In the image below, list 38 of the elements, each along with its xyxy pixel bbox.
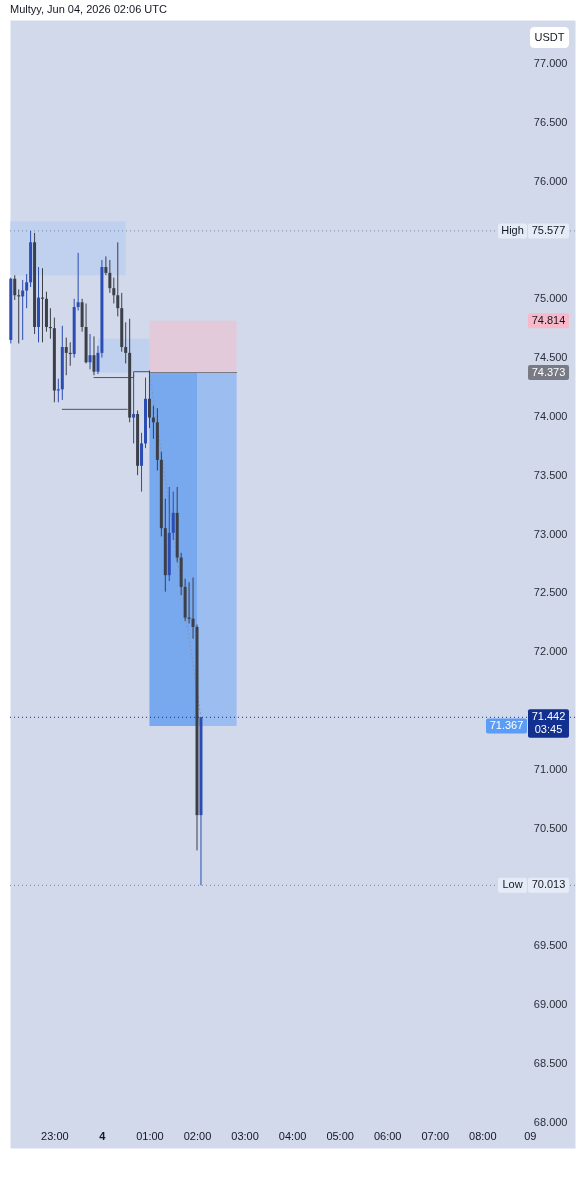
ref-line-label: 70.013 bbox=[531, 878, 566, 891]
ref-line-label: 71.442 bbox=[531, 710, 566, 723]
y-tick-label: 72.500 bbox=[533, 586, 568, 599]
y-tick-label: 73.500 bbox=[533, 468, 568, 481]
y-tick-label: 69.000 bbox=[533, 998, 568, 1010]
annotation: 03:45 bbox=[534, 723, 563, 736]
annotation: 74.814 bbox=[531, 313, 566, 326]
y-axis-title: USDT bbox=[534, 30, 565, 43]
ref-line-label: 75.577 bbox=[531, 223, 566, 236]
y-tick-label: 68.500 bbox=[533, 1056, 568, 1069]
chart-title: Multyy, Jun 04, 2026 02:06 UTC bbox=[10, 3, 167, 15]
y-tick-label: 69.500 bbox=[533, 939, 568, 952]
x-tick-label: 08:00 bbox=[469, 1129, 497, 1142]
annotation: 74.373 bbox=[531, 365, 566, 378]
y-tick-label: 68.000 bbox=[533, 1115, 568, 1128]
x-tick-label: 06:00 bbox=[373, 1129, 402, 1142]
annotation: High bbox=[501, 223, 524, 236]
y-tick-label: 73.000 bbox=[533, 527, 568, 540]
y-tick-label: 76.500 bbox=[533, 115, 568, 128]
y-tick-label: 77.000 bbox=[533, 57, 568, 70]
x-tick-label: 09 bbox=[524, 1129, 537, 1142]
y-tick-label: 72.000 bbox=[533, 645, 568, 658]
y-tick-label: 74.000 bbox=[533, 409, 568, 422]
x-tick-label: 01:00 bbox=[136, 1129, 164, 1142]
y-tick-label: 71.000 bbox=[533, 762, 568, 775]
x-tick-label: 04:00 bbox=[278, 1129, 307, 1142]
x-tick-label: 02:00 bbox=[183, 1129, 212, 1142]
x-tick-label: 05:00 bbox=[326, 1129, 354, 1142]
x-tick-label: 03:00 bbox=[231, 1129, 259, 1142]
y-tick-label: 74.500 bbox=[533, 351, 568, 364]
y-tick-label: 70.500 bbox=[533, 821, 568, 834]
x-tick-label: 4 bbox=[99, 1129, 107, 1142]
y-tick-label: 75.000 bbox=[533, 292, 568, 305]
annotation: Low bbox=[502, 878, 523, 891]
y-tick-label: 76.000 bbox=[533, 174, 568, 187]
annotation: 71.367 bbox=[489, 719, 524, 732]
x-tick-label: 07:00 bbox=[421, 1129, 450, 1142]
x-tick-label: 23:00 bbox=[41, 1129, 69, 1142]
